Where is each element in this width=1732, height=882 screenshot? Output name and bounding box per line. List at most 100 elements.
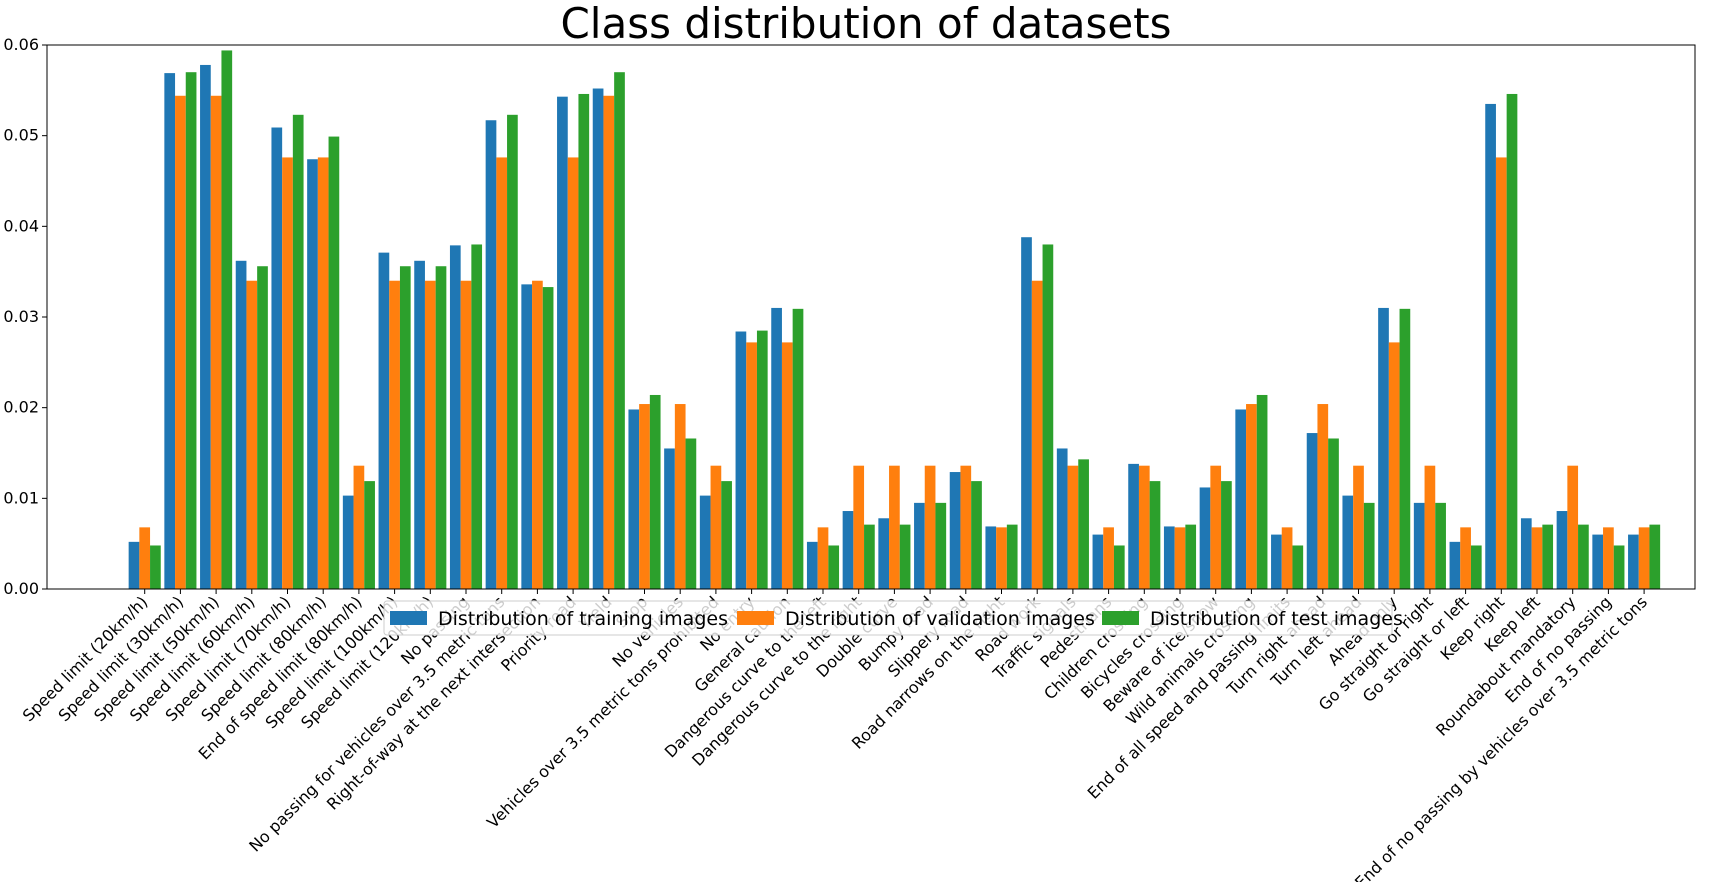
bar-test [185,72,197,589]
bar-validation [210,95,222,590]
bar-validation [567,157,579,589]
bar-training [1271,534,1282,589]
bar-training [949,472,961,589]
bar-validation [353,465,365,589]
bar-training [592,88,604,590]
bar-training [1021,237,1032,589]
bar-test [1113,545,1125,589]
bar-training [1485,103,1496,590]
bar-training [414,260,425,589]
legend: Distribution of training images Distribut… [383,600,1403,636]
bar-validation [175,95,186,590]
bar-training [1306,433,1318,589]
bar-training [1056,448,1068,589]
bar-validation [1638,527,1650,589]
bar-validation [1103,527,1114,589]
bar-test [364,481,375,589]
bar-training [1592,534,1604,589]
bar-test [649,394,661,589]
bar-training [664,448,675,589]
bar-validation [889,465,900,589]
bar-validation [1317,404,1329,589]
bar-test [435,266,447,589]
bar-validation [781,342,793,589]
bar-test [721,481,732,589]
bar-training [1628,534,1639,589]
bar-test [935,502,947,589]
bar-test [507,114,518,589]
bar-validation [996,527,1007,589]
bar-test [756,330,768,589]
bar-validation [1138,465,1150,589]
bar-validation [603,95,615,590]
bar-validation [817,527,829,589]
bar-validation [1603,527,1614,589]
bar-validation [389,280,400,589]
bar-validation [424,280,436,589]
bar-validation [532,280,543,589]
bar-test [1042,244,1054,589]
bar-training [1163,526,1175,589]
bar-test [542,287,554,589]
legend-box [383,600,1393,636]
bar-validation [1424,465,1436,589]
bar-test [399,266,411,589]
y-axis: 0.00 0.01 0.02 0.03 0.04 0.05 0.06 [3,35,47,598]
bar-training [1199,487,1211,589]
bar-test [1149,481,1161,589]
bar-validation [710,465,722,589]
bar-training [307,159,318,590]
bar-validation [1067,465,1079,589]
bar-training [1449,541,1461,589]
bar-validation [960,465,972,589]
bar-test [971,481,982,589]
legend-label: Distribution of test images [1150,608,1403,630]
bar-test [150,545,161,589]
bar-validation [1388,342,1400,589]
bar-training [771,307,782,589]
bar-training [985,526,997,589]
bar-training [878,518,890,589]
bar-validation [924,465,936,589]
bar-test [471,244,483,589]
legend-swatch [390,611,427,625]
bar-training [806,541,818,589]
bar-validation [746,342,757,589]
bar-test [328,136,340,589]
bar-test [292,114,304,589]
bar-training [271,127,283,589]
bar-test [1578,524,1589,589]
bar-training [1092,534,1104,589]
bar-test [1399,308,1411,589]
bar-validation [1246,404,1257,589]
bar-training [914,502,925,589]
bar-validation [1567,465,1579,589]
bar-training [1413,502,1425,589]
chart-title: Class distribution of datasets [560,0,1171,48]
bar-validation [1174,527,1186,589]
bar-test [1435,502,1446,589]
bar-test [1649,524,1661,589]
bar-training [1556,511,1568,589]
bar-test [1363,502,1375,589]
bar-training [235,260,247,589]
bar-test [1328,438,1339,589]
bar-validation [1031,280,1043,589]
bar-validation [1495,157,1507,589]
bar-training [128,541,140,589]
bar-training [735,331,747,589]
bar-training [1235,409,1247,589]
plot-frame [46,44,1696,590]
bar-validation [460,280,472,589]
bar-test [828,545,840,589]
bar-test [1006,524,1018,589]
bar-training [699,495,711,589]
bar-training [449,245,461,589]
bar-training [557,96,568,590]
bar-training [342,495,354,589]
bar-test [1542,524,1554,589]
bar-training [378,252,390,589]
bar-test [685,438,697,589]
bar-test [578,93,590,590]
bar-test [792,308,804,589]
